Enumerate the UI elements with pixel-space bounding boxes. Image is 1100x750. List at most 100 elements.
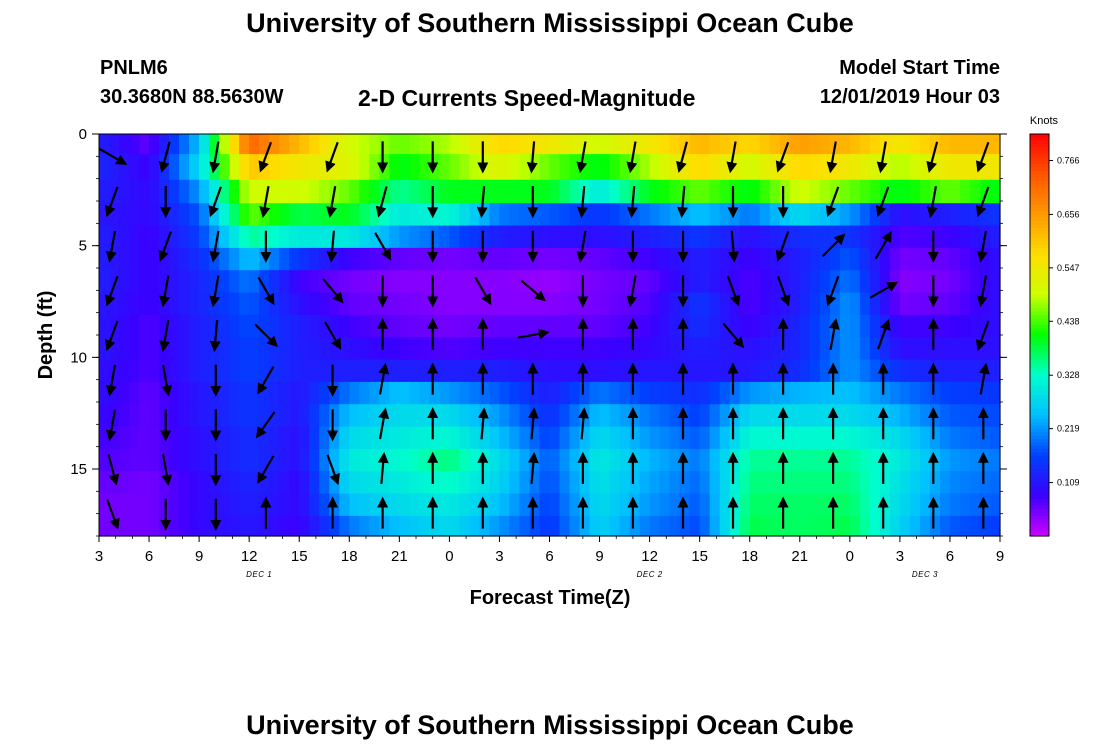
heatmap-cell (449, 359, 460, 383)
heatmap-cell (989, 471, 1001, 495)
heatmap-cell (559, 404, 571, 428)
heatmap-cell (349, 247, 360, 271)
heatmap-cell (249, 381, 260, 405)
heatmap-cell (949, 448, 961, 472)
heatmap-cell (519, 471, 531, 495)
heatmap-cell (289, 493, 300, 517)
heatmap-cell (189, 471, 200, 495)
heatmap-cell (909, 154, 921, 181)
heatmap-cell (679, 493, 691, 517)
heatmap-cell (839, 381, 851, 405)
heatmap-cell (589, 247, 601, 271)
heatmap-cell (799, 515, 811, 537)
colorbar-segment (1030, 482, 1049, 487)
heatmap-cell (879, 179, 891, 204)
heatmap-cell (239, 515, 250, 537)
heatmap-cell (339, 448, 350, 472)
heatmap-cell (949, 359, 961, 383)
heatmap-cell (629, 337, 641, 361)
heatmap-cell (989, 493, 1001, 517)
heatmap-cell (629, 247, 641, 271)
heatmap-cell (189, 337, 200, 361)
heatmap-cell (759, 179, 771, 204)
heatmap-cell (159, 203, 170, 227)
heatmap-cell (959, 359, 971, 383)
heatmap-cell (399, 426, 410, 450)
colorbar-segment (1030, 180, 1049, 185)
heatmap-cell (479, 493, 491, 517)
heatmap-cell (949, 314, 961, 338)
heatmap-cell (349, 337, 360, 361)
heatmap-cell (339, 381, 350, 405)
heatmap-cell (599, 359, 611, 383)
heatmap-cell (179, 225, 190, 249)
heatmap-cell (109, 179, 120, 204)
heatmap-cell (289, 404, 300, 428)
heatmap-cell (459, 292, 471, 316)
heatmap-cell (99, 337, 110, 361)
heatmap-cell (959, 270, 971, 294)
heatmap-cell (569, 247, 581, 271)
heatmap-cell (959, 247, 971, 271)
heatmap-cell (449, 404, 460, 428)
heatmap-cell (429, 270, 440, 294)
heatmap-cell (209, 515, 220, 537)
heatmap-cell (469, 381, 481, 405)
heatmap-cell (909, 203, 921, 227)
heatmap-cell (329, 292, 340, 316)
heatmap-cell (239, 203, 250, 227)
heatmap-cell (329, 426, 340, 450)
colorbar-segment (1030, 271, 1049, 276)
heatmap-cell (169, 154, 180, 181)
current-arrow (775, 141, 790, 173)
heatmap-cell (829, 426, 841, 450)
heatmap-cell (499, 270, 511, 294)
heatmap-cell (789, 292, 801, 316)
heatmap-cell (499, 381, 511, 405)
heatmap-cell (979, 426, 991, 450)
heatmap-cell (409, 515, 420, 537)
heatmap-cell (349, 426, 360, 450)
heatmap-cell (679, 381, 691, 405)
heatmap-cell (649, 426, 661, 450)
heatmap-cell (499, 448, 511, 472)
heatmap-cell (279, 359, 290, 383)
heatmap-cell (399, 292, 410, 316)
heatmap-cell (379, 134, 390, 155)
heatmap-cell (969, 203, 981, 227)
y-axis-title: Depth (ft) (35, 291, 57, 380)
heatmap-cell (839, 179, 851, 204)
page-title-top: University of Southern Mississippi Ocean… (246, 8, 854, 38)
heatmap-cell (649, 203, 661, 227)
heatmap-cell (249, 270, 260, 294)
colorbar-segment (1030, 274, 1049, 279)
heatmap-cell (639, 270, 651, 294)
heatmap-cell (759, 314, 771, 338)
heatmap-cell (189, 154, 200, 181)
heatmap-cell (609, 225, 621, 249)
heatmap-cell (349, 404, 360, 428)
model-start-label: Model Start Time (839, 57, 1000, 79)
heatmap-cell (359, 225, 370, 249)
heatmap-cell (279, 404, 290, 428)
heatmap-cell (559, 179, 571, 204)
heatmap-cell (609, 314, 621, 338)
heatmap-cell (529, 426, 541, 450)
date-label: DEC 1 (246, 570, 272, 579)
heatmap-cell (609, 292, 621, 316)
colorbar-segment (1030, 502, 1049, 507)
current-arrow (875, 186, 890, 218)
heatmap-cell (689, 359, 701, 383)
heatmap-cell (239, 247, 250, 271)
heatmap-cell (589, 179, 601, 204)
heatmap-cell (949, 493, 961, 517)
heatmap-cell (129, 381, 140, 405)
heatmap-cell (819, 493, 831, 517)
heatmap-cell (299, 381, 310, 405)
colorbar-segment (1030, 254, 1049, 259)
colorbar-segment (1030, 184, 1049, 189)
heatmap-cell (829, 270, 841, 294)
heatmap-cell (559, 448, 571, 472)
heatmap-cell (439, 359, 450, 383)
heatmap-cell (769, 292, 781, 316)
